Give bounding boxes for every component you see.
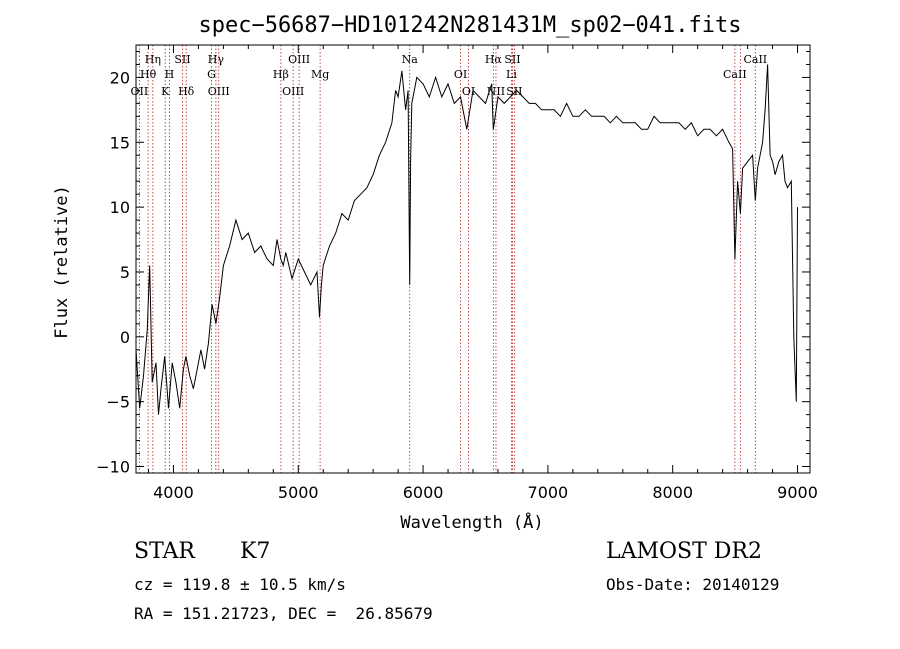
y-axis-ticks: −10 −5 0 5 10 15 20 [96,50,810,477]
survey-name: LAMOST DR2 [606,539,762,564]
plot-frame [135,44,811,474]
line-label: OIII [208,85,230,98]
observation-date: Obs-Date: 20140129 [606,575,780,594]
spectrum-line [135,64,798,415]
line-label: Hη [145,53,161,66]
line-label: Hβ [273,68,289,81]
x-axis-ticks: 4000 5000 6000 7000 8000 9000 [147,45,818,502]
line-label: Mg [311,68,329,81]
line-label: Hθ [140,68,157,81]
line-label: Na [402,53,419,66]
line-label: OIII [282,85,304,98]
y-axis-label: Flux (relative) [52,185,72,339]
line-label: OI [454,68,467,81]
x-tick-label: 6000 [403,483,444,502]
x-tick-label: 7000 [528,483,569,502]
line-label: Hδ [178,85,195,98]
line-label: OIII [288,53,310,66]
x-tick-label: 8000 [652,483,693,502]
line-label: K [161,85,170,98]
y-tick-label: −10 [96,458,130,477]
y-tick-label: 10 [110,198,130,217]
x-axis-label: Wavelength (Å) [400,511,543,533]
line-label: SII [506,85,522,98]
x-tick-label: 5000 [278,483,319,502]
y-tick-label: −5 [106,393,130,412]
line-label: Hα [485,53,503,66]
redshift-velocity: cz = 119.8 ± 10.5 km/s [134,575,346,594]
line-label: G [207,68,216,81]
object-class: STAR [134,539,195,564]
object-subclass: K7 [240,539,271,564]
y-tick-label: 0 [120,328,130,347]
line-label: Hγ [208,53,225,66]
spectral-line-markers [138,45,756,473]
chart-title: spec−56687−HD101242N281431M_sp02−041.fit… [198,13,741,38]
x-tick-label: 4000 [153,483,194,502]
line-label: CaII [743,53,767,66]
sky-coordinates: RA = 151.21723, DEC = 26.85679 [134,604,433,623]
y-tick-label: 15 [110,133,130,152]
line-label: SII [504,53,520,66]
line-label: OII [131,85,149,98]
line-label: Li [506,68,517,81]
line-label: SII [174,53,190,66]
y-tick-label: 20 [110,68,130,87]
line-label: CaII [723,68,747,81]
y-tick-label: 5 [120,263,130,282]
line-label: H [165,68,175,81]
x-tick-label: 9000 [777,483,818,502]
